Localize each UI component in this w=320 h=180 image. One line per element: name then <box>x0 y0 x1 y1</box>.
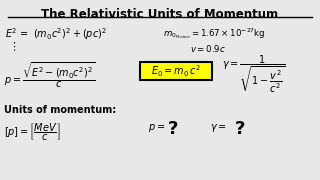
Text: $p = \dfrac{\sqrt{E^2 - (m_0c^2)^2}}{c}$: $p = \dfrac{\sqrt{E^2 - (m_0c^2)^2}}{c}$ <box>4 60 95 90</box>
Bar <box>140 62 212 80</box>
Text: $\mathbf{?}$: $\mathbf{?}$ <box>234 120 245 138</box>
Text: $\gamma = $: $\gamma = $ <box>210 122 227 134</box>
Text: $E_0 = m_0\,c^2$: $E_0 = m_0\,c^2$ <box>151 63 201 79</box>
Text: $m_{0_{Proton}} = 1.67 \times 10^{-27}$kg: $m_{0_{Proton}} = 1.67 \times 10^{-27}$k… <box>163 26 266 41</box>
Text: $E^2$: $E^2$ <box>5 26 18 40</box>
Text: $[p] = \left[\dfrac{MeV}{c}\right]$: $[p] = \left[\dfrac{MeV}{c}\right]$ <box>4 122 60 143</box>
Text: $\vdots$: $\vdots$ <box>8 40 16 53</box>
Text: $\mathbf{?}$: $\mathbf{?}$ <box>167 120 178 138</box>
Text: The Relativistic Units of Momentum: The Relativistic Units of Momentum <box>41 8 279 21</box>
Text: $\gamma = \dfrac{1}{\sqrt{1-\dfrac{v^2}{c^2}}}$: $\gamma = \dfrac{1}{\sqrt{1-\dfrac{v^2}{… <box>222 53 285 94</box>
Text: $v = 0.9c$: $v = 0.9c$ <box>190 43 226 54</box>
Text: Units of momentum:: Units of momentum: <box>4 105 116 115</box>
Text: $= \ (m_0c^2)^2 + (pc)^2$: $= \ (m_0c^2)^2 + (pc)^2$ <box>18 26 107 42</box>
Text: $p = $: $p = $ <box>148 122 165 134</box>
